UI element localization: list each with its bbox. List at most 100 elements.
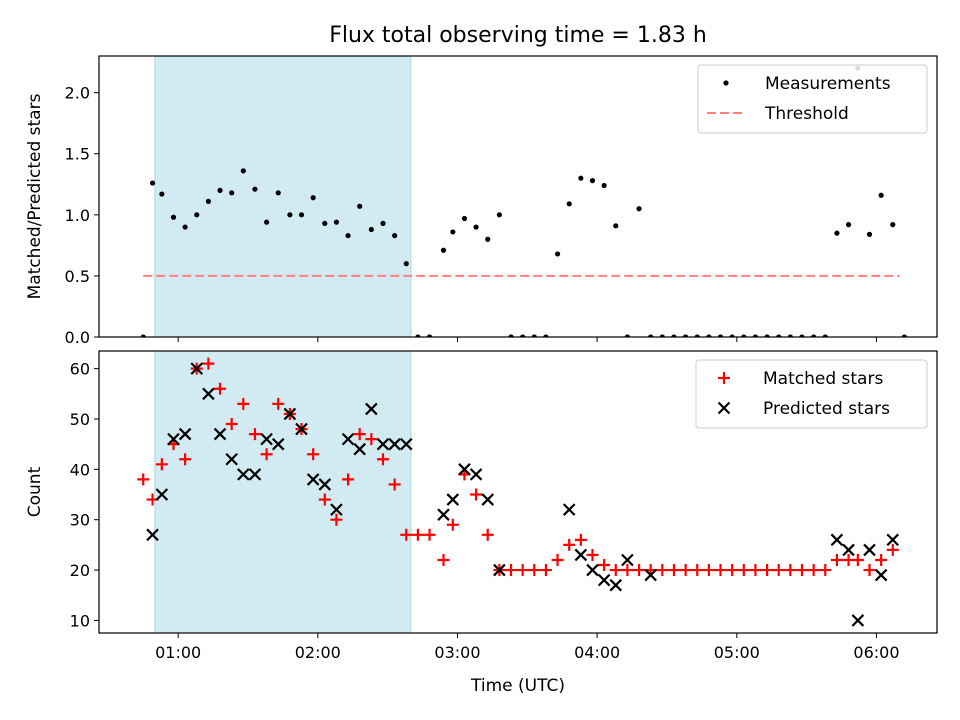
legend-swatch — [718, 372, 730, 384]
measurementsmarker — [589, 178, 596, 184]
predicted-starsmarker — [248, 468, 262, 481]
x-tick-label: 04:00 — [574, 643, 620, 662]
measurementsmarker — [240, 168, 246, 174]
measurementsmarker — [659, 334, 665, 337]
measurementsmarker — [194, 212, 200, 218]
matched-starsmarker — [761, 564, 774, 577]
y-tick-label: 30 — [70, 511, 90, 530]
measurementsmarker — [901, 334, 908, 337]
measurementsmarker — [149, 180, 156, 186]
measurementsmarker — [252, 186, 258, 192]
measurementsmarker — [717, 334, 724, 337]
predicted-starsmarker — [874, 568, 888, 582]
matched-starsmarker — [830, 553, 843, 566]
plot-area — [140, 65, 908, 337]
measurementsmarker — [322, 220, 328, 226]
measurementsmarker — [566, 201, 572, 207]
measurementsmarker — [403, 261, 409, 267]
predicted-starsmarker — [399, 437, 413, 451]
predicted-starsmarker — [388, 437, 401, 451]
measurementsmarker — [578, 175, 584, 181]
measurementsmarker — [683, 334, 689, 337]
matched-starsmarker — [365, 433, 378, 446]
matched-starsmarker — [330, 513, 343, 526]
y-tick-label: 40 — [70, 460, 90, 479]
plot-area — [137, 357, 900, 627]
predicted-starsmarker — [621, 553, 634, 567]
measurementsmarker — [671, 334, 677, 337]
predicted-starsmarker — [146, 528, 159, 542]
measurementsmarker — [648, 334, 654, 337]
predicted-starsmarker — [353, 442, 366, 456]
measurementsmarker — [508, 334, 514, 337]
predicted-starsmarker — [481, 493, 495, 506]
measurementsmarker — [694, 334, 700, 337]
measurementsmarker — [426, 334, 433, 337]
measurementsmarker — [275, 190, 281, 196]
y-tick-label: 10 — [70, 611, 90, 630]
matched-starsmarker — [679, 564, 692, 577]
legend-swatch — [717, 401, 731, 415]
measurementsmarker — [613, 223, 619, 229]
matched-starsmarker — [807, 564, 820, 577]
matched-starsmarker — [505, 564, 518, 577]
y-tick-label: 0.0 — [65, 328, 90, 347]
top-panel-ratio: 0.0 0.5 1.0 1.5 2.0 Matched/Predicted stars Me… — [25, 55, 938, 347]
matched-starsmarker — [423, 528, 436, 541]
matched-starsmarker — [307, 448, 320, 461]
matched-starsmarker — [574, 533, 587, 546]
predicted-starsmarker — [493, 563, 506, 577]
measurementsmarker — [741, 334, 747, 337]
predicted-starsmarker — [365, 402, 378, 416]
matched-starsmarker — [875, 553, 888, 566]
x-tick-label: 06:00 — [853, 643, 899, 662]
predicted-starsmarker — [562, 503, 576, 516]
predicted-starsmarker — [597, 573, 611, 587]
measurementsmarker — [140, 334, 146, 337]
measurementsmarker — [601, 182, 607, 189]
predicted-starsmarker — [330, 503, 343, 516]
measurementsmarker — [170, 214, 177, 220]
measurementsmarker — [415, 334, 421, 337]
measurementsmarker — [531, 334, 537, 337]
predicted-starsmarker — [190, 362, 204, 375]
matched-starsmarker — [863, 564, 876, 577]
matched-starsmarker — [691, 564, 704, 577]
y-axis-label: Count — [25, 466, 45, 517]
matched-starsmarker — [388, 478, 401, 491]
predicted-starsmarker — [213, 427, 227, 441]
measurementsmarker — [461, 215, 468, 222]
measurementsmarker — [845, 222, 852, 228]
predicted-starsmarker — [167, 432, 180, 446]
measurementsmarker — [217, 187, 223, 193]
matched-starsmarker — [470, 488, 483, 501]
matched-starsmarker — [633, 564, 646, 577]
matched-starsmarker — [784, 564, 797, 577]
matched-starsmarker — [886, 543, 899, 556]
predicted-starsmarker — [446, 493, 460, 506]
bottom-panel-counts: 10 20 30 40 50 60 01:00 02:00 03:00 04:00 05:00 06:… — [25, 350, 938, 696]
matched-starsmarker — [155, 458, 168, 471]
matched-starsmarker — [411, 528, 424, 541]
y-tick-label: 20 — [70, 561, 90, 580]
matched-starsmarker — [714, 564, 727, 577]
predicted-starsmarker — [644, 568, 657, 582]
matched-starsmarker — [376, 453, 389, 466]
legend-frame — [695, 359, 928, 429]
legend-swatch — [723, 80, 729, 86]
matched-starsmarker — [726, 564, 739, 577]
measurementsmarker — [264, 219, 270, 225]
matched-starsmarker — [225, 418, 238, 431]
predicted-starsmarker — [376, 437, 390, 451]
matched-starsmarker — [609, 564, 622, 577]
measurementsmarker — [878, 192, 884, 198]
predicted-starsmarker — [295, 422, 308, 436]
measurementsmarker — [554, 251, 561, 257]
measurementsmarker — [333, 219, 340, 225]
y-tick-label: 1.5 — [65, 145, 90, 164]
matched-starsmarker — [667, 564, 680, 577]
predicted-starsmarker — [318, 478, 332, 491]
legend-label: Predicted stars — [763, 399, 890, 419]
predicted-starsmarker — [237, 468, 250, 481]
predicted-starsmarker — [155, 488, 169, 501]
